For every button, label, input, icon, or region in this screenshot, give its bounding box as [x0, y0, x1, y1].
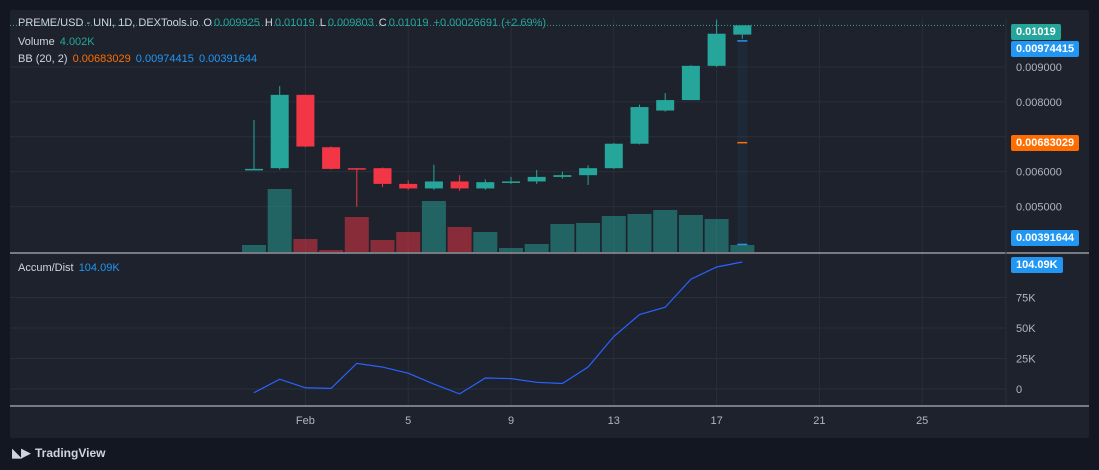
candle-body: [245, 168, 263, 171]
candle-body: [553, 175, 572, 177]
volume-bar: [319, 250, 344, 252]
volume-bars: [242, 189, 755, 252]
candle-body: [502, 181, 520, 183]
bollinger-bands: [737, 40, 748, 246]
high-label: H: [264, 17, 273, 29]
volume-bar: [370, 240, 395, 252]
x-tick-label: 17: [710, 415, 722, 427]
bb-lower-tag: 0.00391644: [1011, 230, 1080, 246]
ad-label: Accum/Dist: [18, 262, 74, 274]
x-tick-label: 13: [608, 415, 620, 427]
volume-bar: [396, 232, 421, 252]
grid: [10, 18, 1006, 406]
close-label: C: [378, 17, 387, 29]
candle-body: [604, 143, 623, 169]
candle-body: [399, 183, 418, 189]
low-label: L: [319, 17, 326, 29]
volume-bar: [601, 216, 626, 252]
bb-upper-tag: 0.00974415: [1011, 41, 1080, 57]
ad-value: 104.09K: [78, 262, 120, 274]
candle-body: [322, 147, 341, 169]
volume-bar: [627, 214, 652, 252]
candle-body: [656, 100, 675, 111]
axes: Feb 5 9 13 17 21 25 0.005000 0.006000 0.008000 0.0…: [10, 18, 1089, 427]
candle-body: [707, 33, 726, 66]
volume-bar: [704, 219, 729, 252]
candle-body: [373, 168, 392, 184]
candle-body: [270, 94, 289, 169]
volume-bar: [447, 227, 472, 252]
bb-basis-value: 0.00683029: [72, 53, 131, 65]
x-tick-label: 25: [916, 415, 928, 427]
last-price-tag: 0.01019: [1011, 24, 1061, 40]
candle-body: [450, 181, 469, 189]
bb-basis-tag: 0.00683029: [1011, 135, 1080, 151]
low-value: 0.009803: [327, 17, 374, 29]
accum-dist-line: [253, 261, 743, 395]
x-tick-label: 5: [405, 415, 411, 427]
ad-tick-label: 75K: [1016, 293, 1036, 305]
candles: [245, 19, 752, 207]
volume-bar: [730, 245, 755, 252]
ad-tick-label: 50K: [1016, 323, 1036, 335]
candle-body: [296, 94, 315, 147]
candle-body: [579, 168, 598, 176]
ad-value-tag: 104.09K: [1011, 257, 1063, 273]
bb-legend[interactable]: BB (20, 2) 0.00683029 0.00974415 0.00391…: [18, 53, 259, 65]
volume-bar: [242, 245, 266, 252]
price-tick-label: 0.005000: [1016, 202, 1062, 214]
ad-tick-label: 25K: [1016, 354, 1036, 366]
price-legend: PREME/USD - UNI, 1D, DEXTools.io O 0.0099…: [18, 17, 548, 29]
candle-body: [424, 181, 443, 189]
symbol-label[interactable]: PREME/USD - UNI, 1D, DEXTools.io: [18, 17, 199, 29]
volume-bar: [267, 189, 292, 252]
candle-body: [630, 107, 649, 144]
candle-body: [347, 168, 366, 170]
volume-bar: [293, 239, 318, 252]
volume-bar: [678, 215, 703, 252]
chart-frame: [10, 10, 1089, 438]
close-value: 0.01019: [388, 17, 429, 29]
open-label: O: [203, 17, 212, 29]
volume-bar: [550, 224, 575, 252]
volume-bar: [473, 232, 498, 252]
tradingview-logo-icon: ◣▶: [12, 445, 31, 460]
bb-lower-value: 0.00391644: [198, 53, 258, 65]
volume-bar: [421, 201, 446, 252]
open-value: 0.009925: [213, 17, 260, 29]
volume-bar: [576, 223, 601, 252]
volume-value: 4.002K: [59, 36, 95, 48]
volume-bar: [653, 210, 678, 252]
x-tick-label: Feb: [296, 415, 315, 427]
bb-label: BB (20, 2): [18, 53, 68, 65]
x-tick-label: 9: [508, 415, 514, 427]
ad-legend[interactable]: Accum/Dist 104.09K: [18, 262, 122, 274]
brand-label: TradingView: [35, 446, 106, 460]
price-tick-label: 0.009000: [1016, 62, 1062, 74]
tradingview-brand[interactable]: ◣▶ TradingView: [12, 445, 105, 461]
ad-line: [253, 261, 743, 395]
candle-body: [527, 176, 546, 182]
volume-bar: [524, 244, 549, 252]
volume-bar: [344, 217, 369, 252]
x-tick-label: 21: [813, 415, 825, 427]
candle-body: [476, 182, 495, 189]
change-value: +0.00026691 (+2.69%): [433, 17, 547, 29]
price-tick-label: 0.008000: [1016, 97, 1062, 109]
volume-legend[interactable]: Volume 4.002K: [18, 36, 97, 48]
candle-body: [681, 65, 700, 101]
candle-body: [733, 25, 752, 35]
price-tick-label: 0.006000: [1016, 167, 1062, 179]
ad-tick-label: 0: [1016, 384, 1022, 396]
volume-bar: [499, 248, 523, 252]
high-value: 0.01019: [274, 17, 315, 29]
volume-label: Volume: [18, 36, 55, 48]
bb-upper-value: 0.00974415: [135, 53, 194, 65]
